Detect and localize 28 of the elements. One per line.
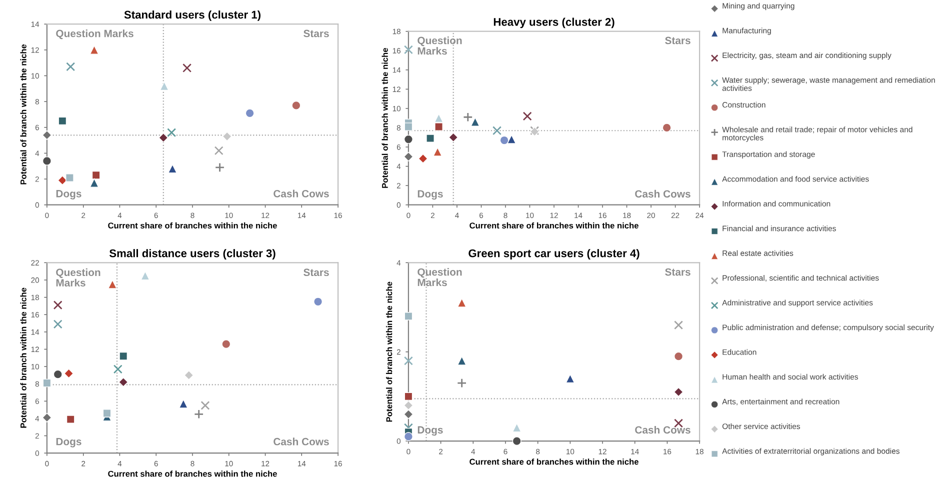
annotation: Stars — [304, 268, 329, 276]
y-axis-title: Potential of branch within the niche — [20, 44, 26, 184]
annotation: Dogs — [56, 438, 82, 448]
annotation: Question Marks — [418, 36, 462, 55]
chart-title: Heavy users (cluster 2) — [494, 18, 614, 28]
x-axis-title: Current share of branches within the niche — [470, 458, 638, 465]
y-axis-title: Potential of branch within the niche — [20, 288, 26, 428]
annotation: Question Marks — [56, 30, 134, 40]
y-axis-title: Potential of branch within the niche — [386, 282, 392, 422]
annotation: Stars — [665, 36, 690, 44]
x-axis-title: Current share of branches within the niche — [108, 222, 277, 229]
chart-title: Small distance users (cluster 3) — [109, 249, 276, 260]
chart-title: Standard users (cluster 1) — [124, 10, 260, 21]
annotation: Stars — [304, 30, 329, 38]
annotation: Stars — [665, 268, 690, 276]
annotation: Question Marks — [418, 268, 462, 286]
annotation: Cash Cows — [274, 438, 329, 446]
annotation: Dogs — [418, 190, 443, 200]
x-axis-title: Current share of branches within the niche — [470, 222, 638, 229]
x-axis-title: Current share of branches within the niche — [108, 470, 277, 477]
annotation: Question Marks — [56, 268, 100, 287]
annotation: Cash Cows — [635, 190, 690, 198]
annotation: Cash Cows — [274, 190, 329, 198]
chart-title: Green sport car users (cluster 4) — [468, 249, 640, 260]
annotation: Dogs — [56, 190, 82, 200]
annotation: Cash Cows — [635, 426, 690, 434]
annotation: Dogs — [418, 426, 443, 436]
y-axis-title: Potential of branch within the niche — [382, 48, 388, 188]
